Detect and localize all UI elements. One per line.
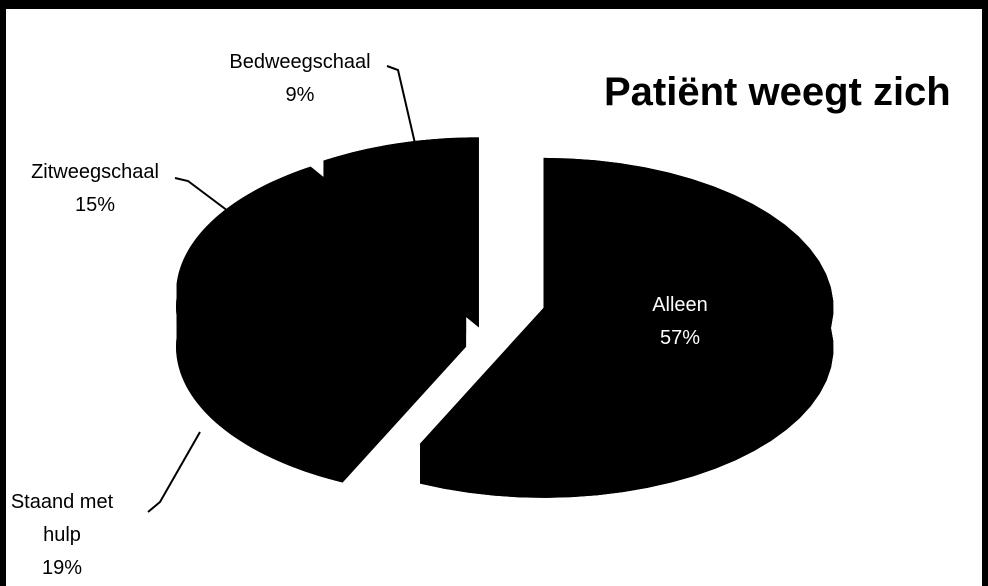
slice-side [420, 157, 834, 498]
slice-top [323, 137, 479, 288]
value-label: 19% [41, 557, 83, 579]
category-label: Alleen [652, 294, 708, 316]
category-label: Bedweegschaal [229, 51, 371, 73]
pie-slice [176, 297, 467, 483]
slice-edge [342, 306, 467, 483]
slice-label: Zitweegschaal 15% [0, 156, 190, 222]
value-label: 15% [74, 194, 116, 216]
leader-line [174, 177, 241, 221]
slice-top [176, 166, 467, 294]
category-label: Staand met hulp [10, 491, 114, 546]
pie-slice [420, 157, 834, 498]
value-label: 57% [659, 327, 701, 349]
slice-top [176, 297, 467, 443]
slice-label: Staand met hulp 19% [0, 486, 124, 585]
leader-line [147, 431, 201, 513]
slice-label: Alleen 57% [600, 289, 760, 355]
slice-top [420, 157, 834, 458]
slice-label: Bedweegschaal 9% [200, 46, 400, 112]
category-label: Zitweegschaal [31, 161, 159, 183]
value-label: 9% [285, 84, 315, 106]
leader-line [386, 65, 421, 166]
slice-side [176, 297, 343, 483]
chart-title: Patiënt weegt zich [604, 70, 951, 114]
